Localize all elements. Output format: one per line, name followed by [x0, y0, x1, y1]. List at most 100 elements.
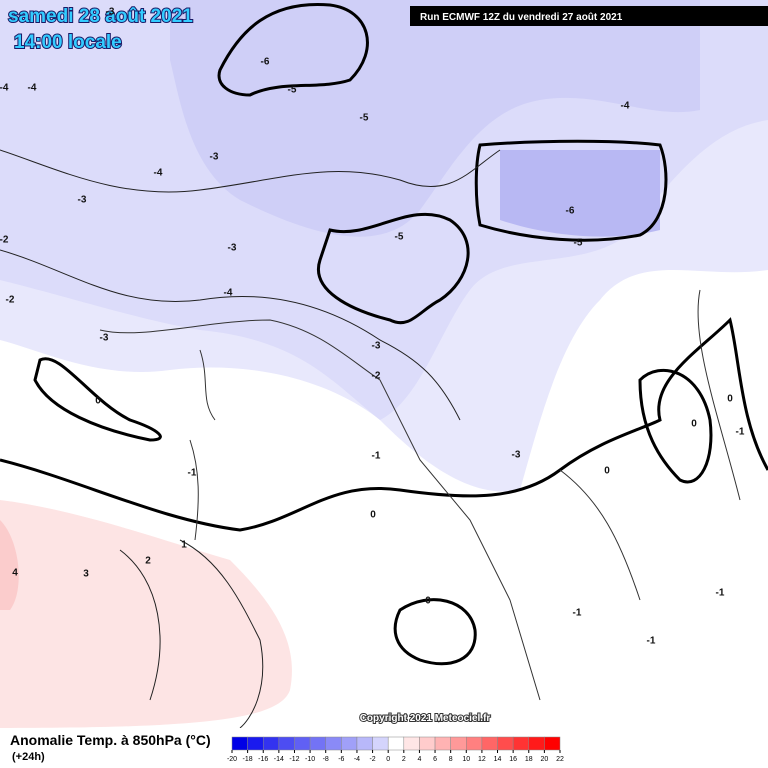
legend-tick-label: 12: [478, 756, 486, 763]
contour-label: 0: [95, 396, 101, 407]
legend-tick-label: 16: [509, 756, 517, 763]
legend-tick-label: 8: [449, 756, 453, 763]
contour-label: -2: [6, 295, 15, 306]
copyright: Copyright 2021 Meteociel.fr: [360, 713, 491, 724]
contour-label: -1: [736, 427, 745, 438]
anomaly-area: [500, 150, 660, 237]
legend-tick-label: -14: [274, 756, 284, 763]
contour: [0, 149, 501, 193]
legend-swatch: [497, 736, 514, 751]
legend-swatch: [481, 736, 498, 751]
legend-swatch: [419, 736, 436, 751]
legend-tick-label: -8: [323, 756, 329, 763]
contour-label: -4: [621, 101, 630, 112]
legend-tick-label: -18: [243, 756, 253, 763]
contour: [33, 357, 162, 442]
contour-label: 0: [604, 466, 610, 477]
contour-label: -3: [106, 7, 115, 18]
contour: [217, 2, 369, 97]
contour-label: -5: [288, 85, 297, 96]
lead-time: (+24h): [12, 751, 45, 763]
contour: [0, 249, 461, 421]
contour-label: -5: [395, 232, 404, 243]
legend-tick-label: 18: [525, 756, 533, 763]
contour-label: -3: [100, 333, 109, 344]
legend-swatch: [356, 736, 373, 751]
legend-swatch: [403, 736, 420, 751]
legend-title: Anomalie Temp. à 850hPa (°C): [10, 732, 211, 748]
legend-swatch: [247, 736, 264, 751]
contour-label: -1: [647, 636, 656, 647]
contour-label: -6: [261, 57, 270, 68]
legend-swatch: [450, 736, 467, 751]
anomaly-area: [170, 0, 700, 237]
legend-tick-label: -4: [354, 756, 360, 763]
contour-label: -3: [228, 243, 237, 254]
contour-label: -2: [0, 235, 9, 246]
legend-swatch: [512, 736, 530, 751]
contour: [393, 598, 477, 666]
contour-label: -3: [512, 450, 521, 461]
legend-swatch: [325, 736, 342, 751]
legend-swatch: [528, 736, 545, 751]
legend-tick-label: -20: [227, 756, 237, 763]
legend-tick-label: 20: [540, 756, 548, 763]
legend-swatch: [231, 736, 248, 751]
legend-tick-label: 6: [433, 756, 437, 763]
legend-tick-label: 14: [494, 756, 502, 763]
contour-label: 0: [425, 596, 431, 607]
legend-tick-label: -6: [338, 756, 344, 763]
contour-label: -4: [154, 168, 163, 179]
contour-label: -6: [566, 206, 575, 217]
run-box: [410, 6, 768, 26]
legend-swatch: [278, 736, 295, 751]
contour-label: -4: [224, 288, 233, 299]
contour-label: -4: [0, 83, 9, 94]
legend-swatch: [341, 736, 358, 751]
anomaly-area: [0, 500, 292, 728]
legend-swatch: [544, 736, 561, 751]
contour-label: -1: [573, 608, 582, 619]
contour-label: -3: [210, 152, 219, 163]
legend-tick-label: 0: [386, 756, 390, 763]
contour-label: 3: [83, 569, 89, 580]
contour: [179, 539, 264, 729]
legend-tick-label: -10: [305, 756, 315, 763]
coastline: [99, 319, 541, 701]
time-label: 14:00 locale: [14, 32, 122, 53]
contour-label: -5: [574, 238, 583, 249]
contour-label: 0: [370, 510, 376, 521]
legend-swatch: [466, 736, 483, 751]
legend-tick-label: 2: [402, 756, 406, 763]
contour-label: -1: [716, 588, 725, 599]
contour-label: -1: [372, 451, 381, 462]
legend-swatch: [372, 736, 389, 751]
contour-label: 4: [12, 568, 18, 579]
contour: [638, 369, 713, 484]
legend-tick-label: -12: [289, 756, 299, 763]
legend-swatch: [262, 736, 280, 751]
anomaly-area: [0, 520, 19, 610]
contour-label: 2: [145, 556, 151, 567]
contour-label: -3: [78, 195, 87, 206]
legend-swatch: [294, 736, 311, 751]
legend-tick-label: 22: [556, 756, 564, 763]
legend-tick-label: 10: [462, 756, 470, 763]
contour-label: 0: [727, 394, 733, 405]
date-label: samedi 28 août 2021: [8, 6, 193, 27]
contour-label: -2: [372, 371, 381, 382]
contour-label: 0: [691, 419, 697, 430]
contour-label: 1: [181, 540, 187, 551]
legend-tick-label: 4: [417, 756, 421, 763]
contour-label: -1: [188, 468, 197, 479]
coastline: [189, 289, 741, 601]
legend-swatch: [387, 736, 405, 751]
contour: [316, 212, 470, 325]
legend-tick-label: -16: [258, 756, 268, 763]
legend-swatch: [309, 736, 326, 751]
contour: [474, 139, 668, 242]
legend-swatch: [434, 736, 451, 751]
contour-label: -5: [360, 113, 369, 124]
run-label: Run ECMWF 12Z du vendredi 27 août 2021: [420, 12, 623, 23]
